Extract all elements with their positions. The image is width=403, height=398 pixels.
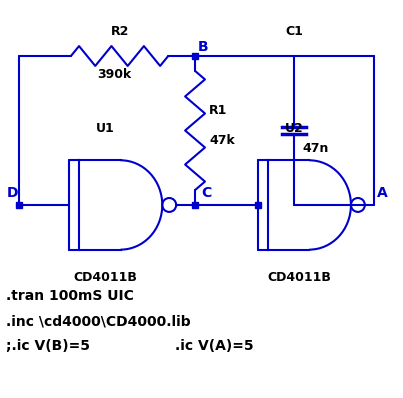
Text: C1: C1 [285,25,303,38]
Text: .inc \cd4000\CD4000.lib: .inc \cd4000\CD4000.lib [6,314,191,328]
Text: CD4011B: CD4011B [267,271,331,285]
Text: 47k: 47k [209,134,235,147]
Text: R2: R2 [110,25,129,38]
Text: A: A [377,186,388,200]
Text: U1: U1 [96,123,115,135]
Text: D: D [6,186,18,200]
Text: 47n: 47n [302,142,329,155]
Text: ;.ic V(B)=5: ;.ic V(B)=5 [6,339,90,353]
Text: .tran 100mS UIC: .tran 100mS UIC [6,289,134,303]
Text: C: C [201,186,211,200]
Text: .ic V(A)=5: .ic V(A)=5 [175,339,254,353]
Text: 390k: 390k [98,68,132,81]
Text: CD4011B: CD4011B [74,271,137,285]
Text: B: B [198,40,209,54]
Text: U2: U2 [285,123,304,135]
Text: R1: R1 [209,104,227,117]
